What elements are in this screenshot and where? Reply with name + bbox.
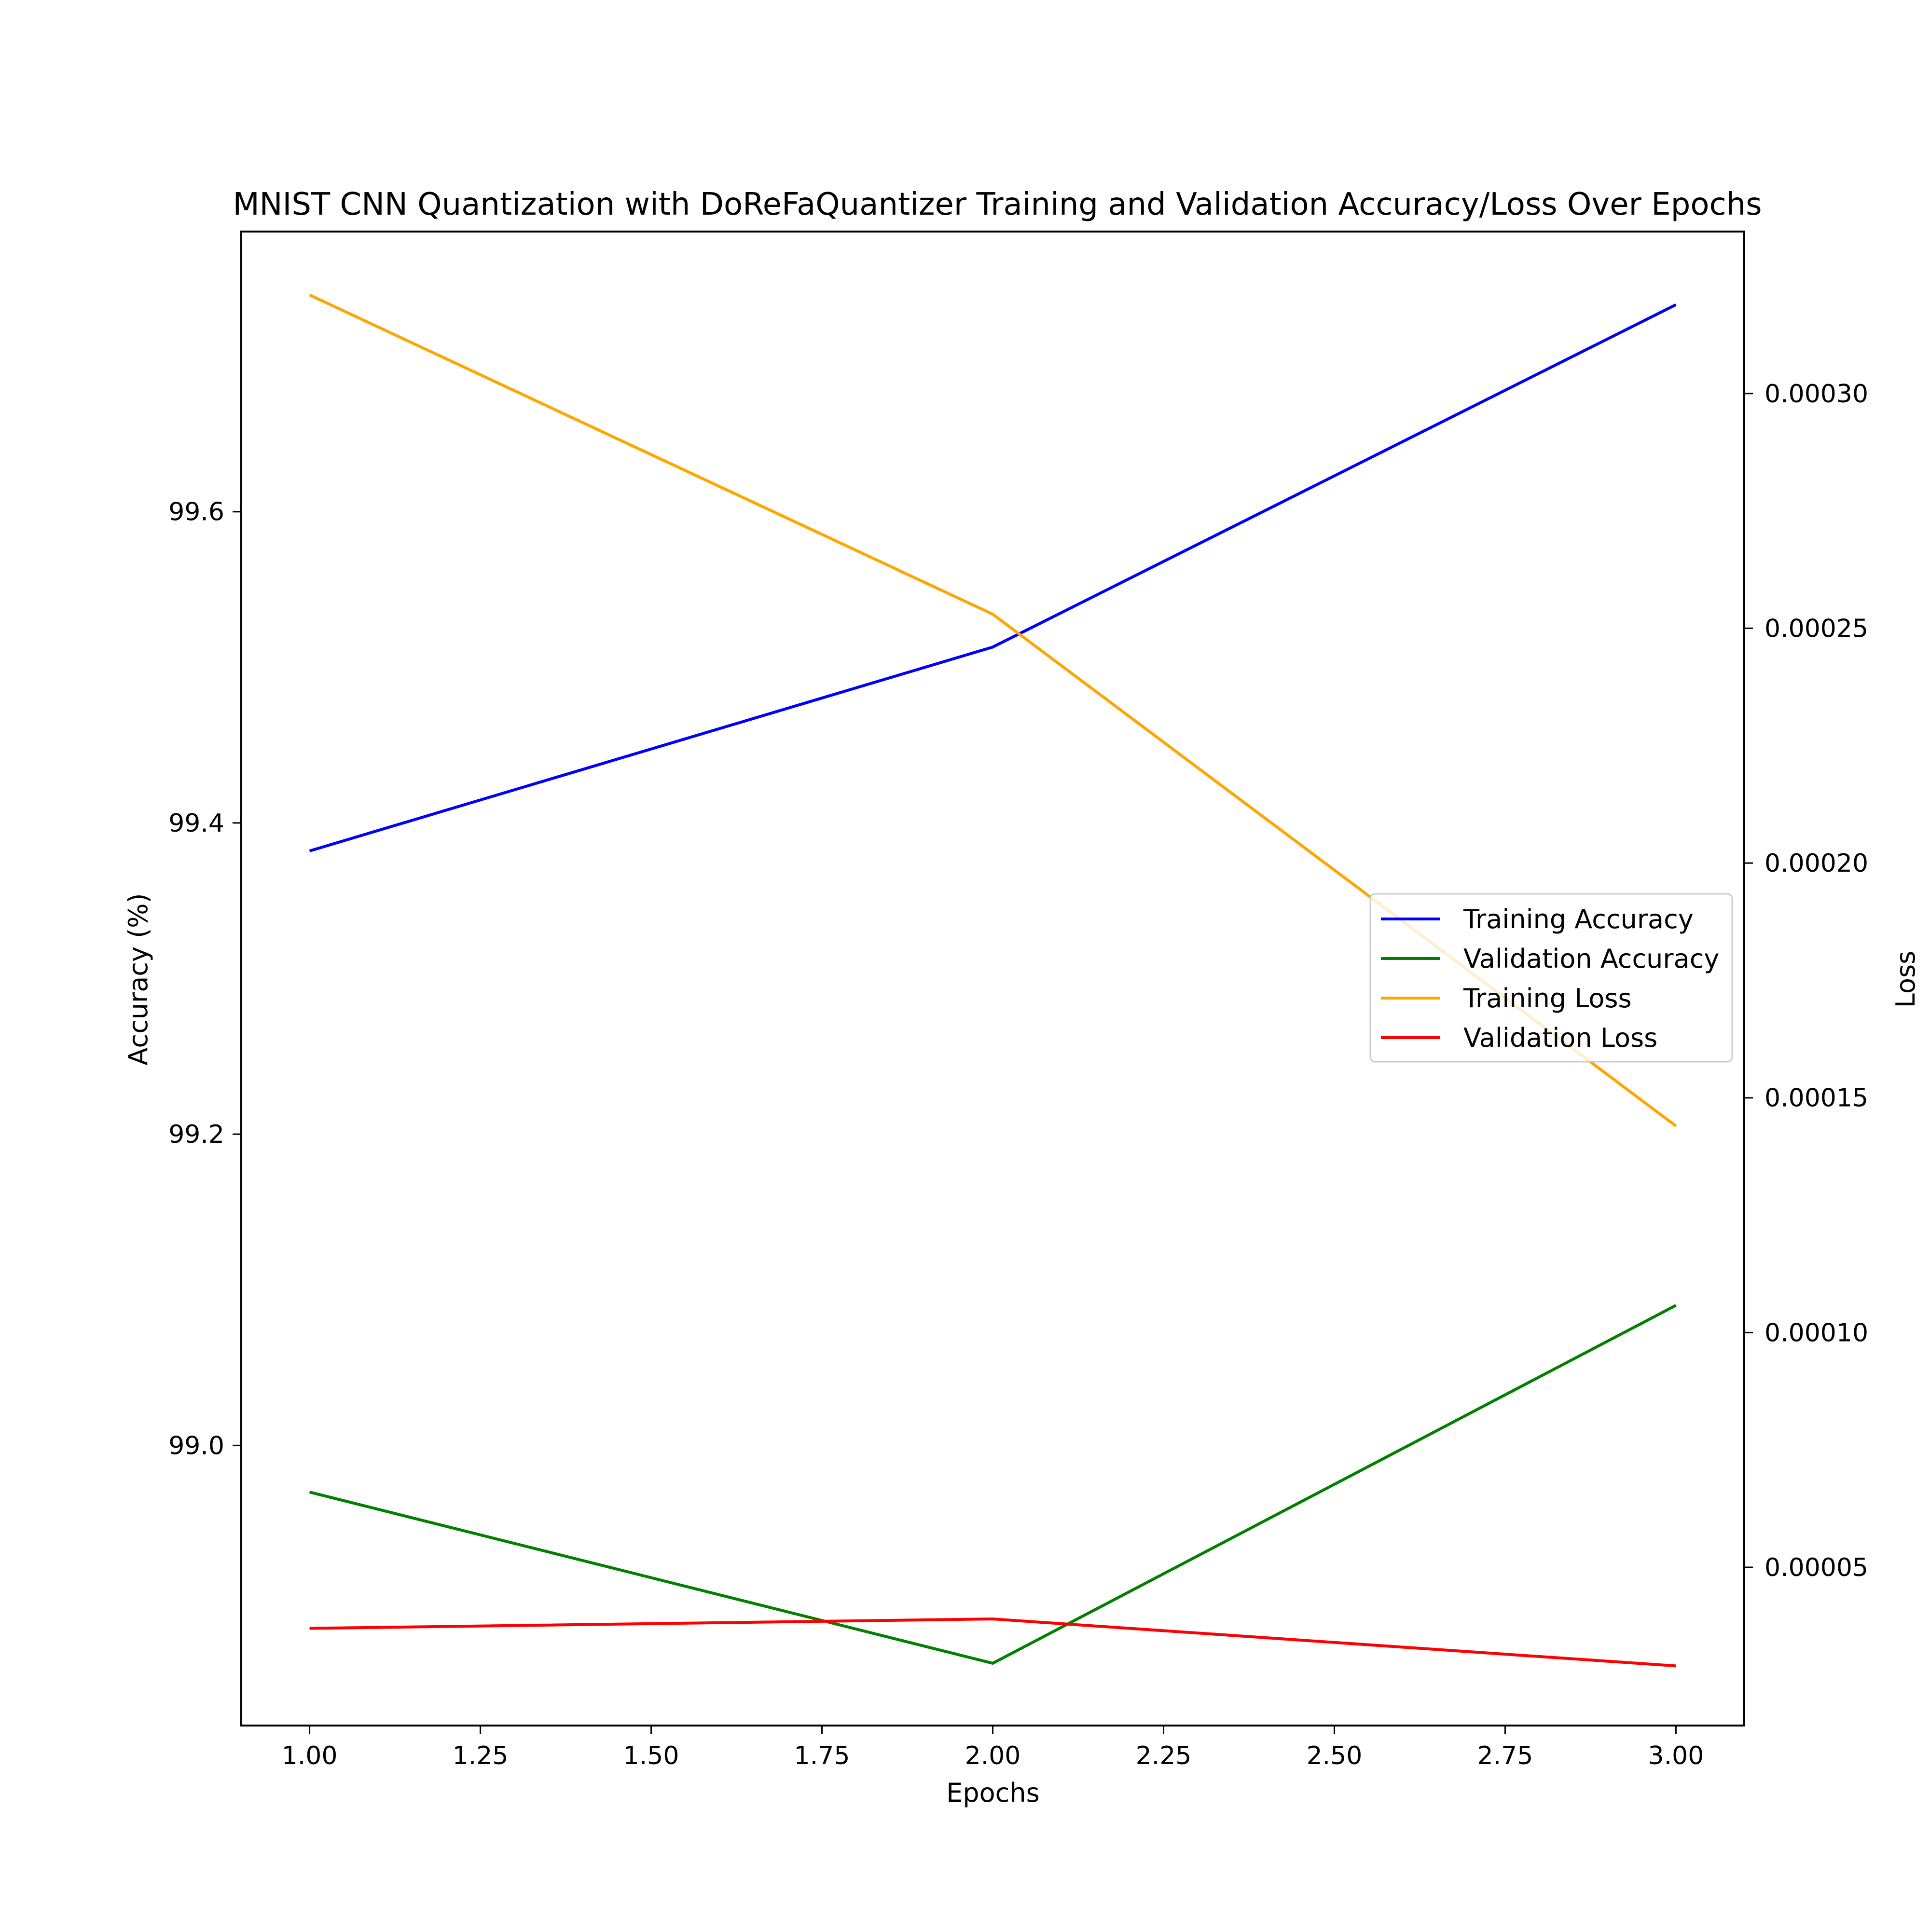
right-y-tick-label: 0.00030	[1765, 380, 1868, 409]
legend-label-validation-loss: Validation Loss	[1463, 1023, 1657, 1053]
legend-label-training-accuracy: Training Accuracy	[1463, 904, 1694, 934]
legend-entries: Training Accuracy Validation Accuracy Trai…	[1381, 904, 1719, 1053]
legend-box	[1369, 893, 1733, 1063]
x-tick-label: 2.50	[1307, 1741, 1363, 1770]
right-y-axis-ticks: 0.00005 0.00010 0.00015 0.00020 0.00025 0.000…	[1744, 380, 1868, 1582]
x-tick-label: 2.25	[1136, 1741, 1192, 1770]
x-tick-label: 2.00	[965, 1741, 1021, 1770]
left-y-tick-label: 99.4	[168, 809, 224, 838]
left-y-tick-label: 99.2	[168, 1120, 224, 1149]
right-y-tick-label: 0.00010	[1765, 1318, 1868, 1347]
left-y-tick-label: 99.6	[168, 498, 224, 527]
right-y-tick-label: 0.00005	[1765, 1553, 1868, 1582]
x-tick-label: 1.00	[282, 1741, 338, 1770]
series-line-training-accuracy	[309, 303, 1677, 852]
chart-title: MNIST CNN Quantization with DoReFaQuanti…	[233, 187, 1762, 222]
legend-label-training-loss: Training Loss	[1463, 983, 1632, 1014]
left-y-axis-label: Accuracy (%)	[123, 893, 153, 1065]
legend: Training Accuracy Validation Accuracy Trai…	[1369, 893, 1733, 1063]
x-tick-label: 1.50	[623, 1741, 679, 1770]
x-tick-label: 2.75	[1477, 1741, 1533, 1770]
right-y-tick-label: 0.00015	[1765, 1084, 1868, 1113]
left-y-tick-label: 99.0	[168, 1431, 224, 1460]
series-line-validation-loss	[309, 1617, 1676, 1668]
right-y-tick-label: 0.00025	[1765, 614, 1868, 643]
x-tick-label: 1.75	[794, 1741, 850, 1770]
right-y-axis-label: Loss	[1890, 951, 1921, 1008]
right-y-tick-label: 0.00020	[1765, 849, 1868, 878]
series-line-validation-accuracy	[309, 1304, 1677, 1665]
x-tick-label: 3.00	[1648, 1741, 1704, 1770]
left-y-axis-ticks: 99.0 99.2 99.4 99.6	[168, 498, 241, 1460]
legend-label-validation-accuracy: Validation Accuracy	[1463, 944, 1719, 974]
x-tick-label: 1.25	[453, 1741, 509, 1770]
x-axis-ticks: 1.00 1.25 1.50 1.75 2.00 2.25 2.50 2.75 3.00	[282, 1726, 1704, 1770]
x-axis-label: Epochs	[946, 1778, 1039, 1808]
